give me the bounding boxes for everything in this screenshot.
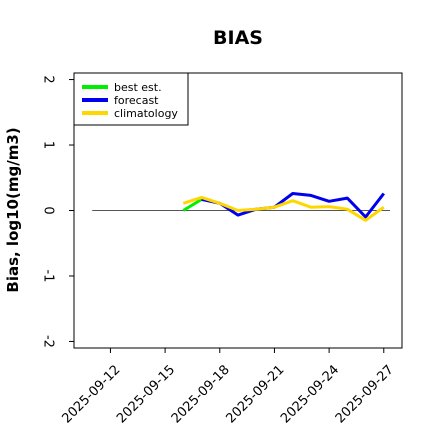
- y-tick-label: 2: [41, 75, 56, 83]
- legend-label: best est.: [114, 81, 162, 94]
- chart-title: BIAS: [213, 27, 263, 49]
- x-tick-label: 2025-09-27: [333, 362, 397, 426]
- y-tick-label: -1: [41, 269, 56, 282]
- series-line-climatology: [182, 195, 385, 222]
- series-line-best-est: [182, 198, 203, 212]
- series-line-forecast: [201, 192, 385, 219]
- plot-area: [92, 192, 390, 222]
- axes: 210-1-22025-09-122025-09-152025-09-18202…: [41, 75, 397, 426]
- y-tick-label: 0: [41, 206, 56, 214]
- y-tick-label: -2: [41, 335, 56, 348]
- legend-label: forecast: [114, 94, 159, 107]
- y-tick-label: 1: [41, 141, 56, 149]
- y-axis-label: Bias, log10(mg/m3): [4, 127, 22, 292]
- legend-label: climatology: [114, 107, 178, 120]
